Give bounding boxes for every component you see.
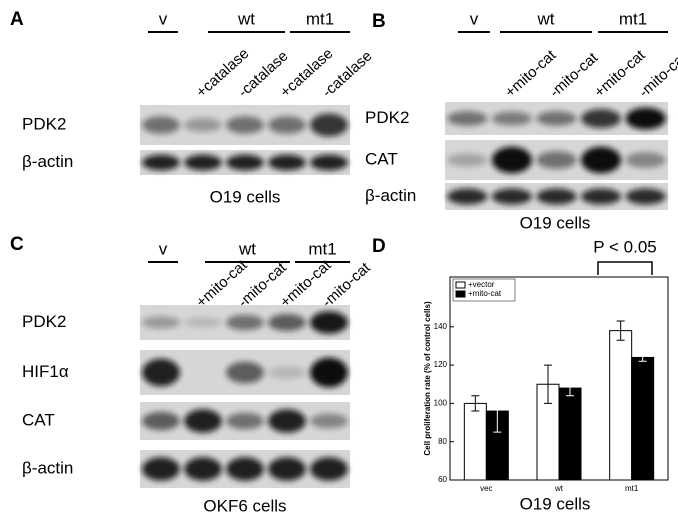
- panel-label: B: [372, 11, 386, 32]
- plot-frame: [449, 276, 669, 481]
- group-label: v: [159, 9, 168, 28]
- band: [184, 409, 222, 433]
- band: [536, 188, 577, 205]
- legend-swatch: [455, 290, 466, 298]
- band: [142, 316, 180, 329]
- caption: O19 cells: [520, 494, 591, 513]
- error-bar: [616, 320, 625, 341]
- band: [226, 116, 264, 134]
- error-bar: [493, 389, 502, 433]
- x-tick-label: mt1: [625, 484, 639, 493]
- caption: O19 cells: [210, 187, 281, 206]
- annotation: P < 0.05: [593, 237, 657, 256]
- row-label: PDK2: [22, 312, 66, 331]
- error-bar: [471, 395, 480, 412]
- band: [142, 457, 180, 481]
- row-label: β-actin: [22, 458, 73, 477]
- group-label: wt: [238, 239, 256, 258]
- band: [184, 317, 222, 328]
- error-bar: [566, 379, 574, 397]
- y-axis-label: Cell proliferation rate (% of control ce…: [423, 301, 432, 456]
- legend-box: [452, 278, 516, 302]
- group-label: wt: [237, 9, 255, 28]
- band: [310, 311, 348, 334]
- group-label: mt1: [308, 239, 336, 258]
- y-tick-label: 140: [434, 322, 448, 331]
- panel-label: A: [10, 9, 24, 30]
- row-label: β-actin: [365, 186, 416, 205]
- y-tick-label: 120: [434, 360, 448, 369]
- band: [226, 314, 264, 331]
- bar: [463, 402, 487, 481]
- caption: OKF6 cells: [203, 496, 286, 515]
- group-label: v: [159, 239, 168, 258]
- band: [268, 116, 306, 134]
- error-bar: [638, 353, 647, 362]
- band: [536, 151, 577, 169]
- band: [581, 146, 622, 174]
- band: [491, 111, 532, 126]
- band: [226, 412, 264, 430]
- group-label: v: [470, 9, 479, 28]
- band: [491, 146, 532, 174]
- band: [184, 457, 222, 481]
- band: [268, 154, 306, 171]
- band: [625, 188, 666, 205]
- band: [625, 152, 666, 168]
- y-tick-label: 100: [434, 399, 448, 408]
- row-label: β-actin: [22, 152, 73, 171]
- band: [184, 117, 222, 133]
- band: [310, 413, 348, 429]
- band: [625, 107, 666, 130]
- significance-bracket: [597, 261, 653, 275]
- panel-label: C: [10, 234, 24, 255]
- band: [268, 409, 306, 433]
- legend-swatch: [455, 281, 466, 289]
- group-label: wt: [537, 9, 555, 28]
- band: [310, 113, 348, 137]
- band: [536, 111, 577, 126]
- row-label: PDK2: [365, 108, 409, 127]
- band: [142, 116, 180, 134]
- y-tick-label: 80: [438, 437, 447, 446]
- x-tick-label: wt: [554, 484, 564, 493]
- legend-label: +vector: [468, 280, 495, 289]
- y-tick-label: 60: [438, 475, 447, 484]
- band: [268, 457, 306, 481]
- group-label: mt1: [619, 9, 647, 28]
- band: [226, 154, 264, 171]
- legend-label: +mito-cat: [468, 289, 502, 298]
- band: [310, 154, 348, 171]
- row-label: CAT: [22, 410, 55, 429]
- band: [447, 153, 488, 167]
- band: [184, 154, 222, 171]
- band: [447, 111, 488, 126]
- band: [581, 109, 622, 128]
- x-tick-label: vec: [480, 484, 492, 493]
- band: [268, 366, 306, 379]
- band: [268, 314, 306, 331]
- band: [226, 457, 264, 481]
- bar: [609, 330, 633, 481]
- bar: [558, 387, 582, 481]
- band: [581, 188, 622, 205]
- row-label: CAT: [365, 149, 398, 168]
- band: [142, 411, 180, 431]
- band: [226, 361, 264, 384]
- band: [447, 188, 488, 205]
- error-bar: [544, 364, 552, 404]
- band: [310, 457, 348, 481]
- row-label: PDK2: [22, 114, 66, 133]
- bar: [631, 356, 655, 481]
- band: [142, 358, 180, 387]
- band: [310, 357, 348, 388]
- panel-label: D: [372, 236, 386, 257]
- legend: +vector+mito-cat: [455, 280, 502, 298]
- group-label: mt1: [306, 9, 334, 28]
- caption: O19 cells: [520, 213, 591, 232]
- band: [491, 188, 532, 205]
- row-label: HIF1α: [22, 362, 69, 381]
- band: [142, 154, 180, 171]
